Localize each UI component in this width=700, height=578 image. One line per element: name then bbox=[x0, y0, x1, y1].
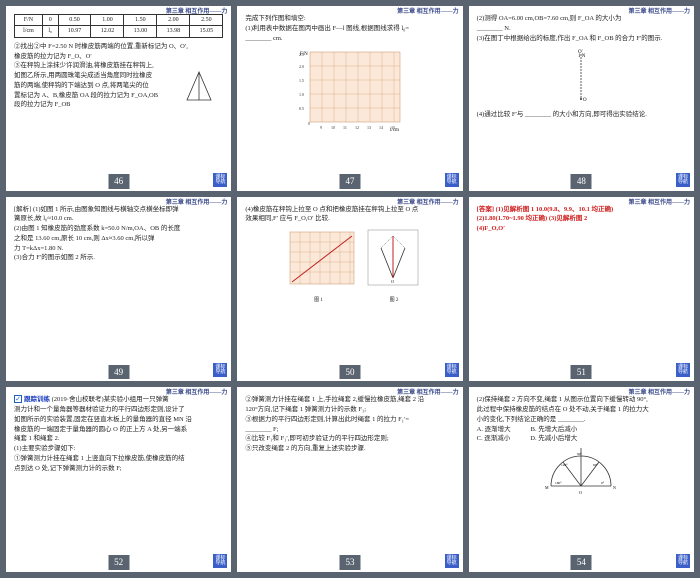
slide-53: 第三章 相互作用——力 ②弹簧测力计挂在绳套 1 上,手拉绳套 2,缓慢拉橡皮筋… bbox=[237, 387, 462, 572]
slide-header: 第三章 相互作用——力 bbox=[166, 389, 228, 397]
body-text: ✓跟踪训练 (2019·舍山校联考)某实验小组用一只弹簧 测力计和一个量角器等器… bbox=[14, 395, 223, 473]
svg-text:O: O bbox=[579, 490, 582, 495]
body-text: ②弹簧测力计挂在绳套 1 上,手拉绳套 2,缓慢拉橡皮筋,绳套 2 沿 120°… bbox=[245, 395, 454, 454]
corner-badge: 课标导航 bbox=[213, 363, 227, 377]
body-text: (2)测得 OA=6.00 cm,OB=7.60 cm,则 F_OA 的大小为 … bbox=[477, 14, 686, 120]
page-number: 49 bbox=[108, 365, 129, 380]
slide-header: 第三章 相互作用——力 bbox=[397, 199, 459, 207]
svg-text:1.5: 1.5 bbox=[299, 78, 304, 83]
svg-text:M: M bbox=[545, 485, 549, 490]
page-number: 46 bbox=[108, 174, 129, 189]
svg-text:13: 13 bbox=[367, 125, 371, 130]
svg-text:12: 12 bbox=[355, 125, 359, 130]
body-text: (2)保持绳套 2 方向不变,绳套 1 从图示位置向下缓慢转动 90°, 此过程… bbox=[477, 395, 686, 444]
svg-text:120°: 120° bbox=[561, 463, 568, 467]
slide-46: 第三章 相互作用——力 F/N00.501.001.502.002.50 l/c… bbox=[6, 6, 231, 191]
page-number: 51 bbox=[571, 365, 592, 380]
corner-badge: 课标导航 bbox=[213, 554, 227, 568]
corner-badge: 课标导航 bbox=[213, 173, 227, 187]
body-text: [解析] (1)如图 1 所示,由图象知图线与横轴交点横坐标即弹 簧原长,故 l… bbox=[14, 205, 223, 264]
svg-text:180°: 180° bbox=[555, 481, 562, 485]
protractor-diagram: M N O 180° 0° 90° 120° 60° bbox=[541, 446, 621, 496]
page-number: 54 bbox=[571, 555, 592, 570]
svg-text:10: 10 bbox=[331, 125, 335, 130]
slide-grid: 第三章 相互作用——力 F/N00.501.001.502.002.50 l/c… bbox=[0, 0, 700, 578]
svg-text:90°: 90° bbox=[577, 452, 583, 456]
corner-badge: 课标导航 bbox=[676, 173, 690, 187]
slide-header: 第三章 相互作用——力 bbox=[628, 199, 690, 207]
svg-text:O: O bbox=[583, 98, 587, 103]
corner-badge: 课标导航 bbox=[445, 363, 459, 377]
data-table: F/N00.501.001.502.002.50 l/cml₀10.9712.0… bbox=[14, 14, 223, 38]
svg-text:N: N bbox=[613, 485, 616, 490]
chart-fig1 bbox=[278, 228, 358, 293]
page-number: 52 bbox=[108, 555, 129, 570]
table-row: l/cml₀10.9712.0213.0013.9815.05 bbox=[15, 26, 223, 37]
diagram-fig2: O bbox=[366, 228, 421, 293]
svg-text:0.5: 0.5 bbox=[299, 106, 304, 111]
svg-text:2.5: 2.5 bbox=[299, 52, 304, 57]
slide-header: 第三章 相互作用——力 bbox=[628, 389, 690, 397]
slide-header: 第三章 相互作用——力 bbox=[628, 8, 690, 16]
slide-header: 第三章 相互作用——力 bbox=[166, 199, 228, 207]
slide-47: 第三章 相互作用——力 完成下列作图和填空: (1)利用表中数据在图丙中画出 F… bbox=[237, 6, 462, 191]
corner-badge: 课标导航 bbox=[676, 554, 690, 568]
slide-50: 第三章 相互作用——力 (4)橡皮筋在秤钩上拉至 O 点和把橡皮筋挂在秤钩上拉至… bbox=[237, 197, 462, 382]
check-icon: ✓ bbox=[14, 395, 22, 403]
slide-header: 第三章 相互作用——力 bbox=[397, 389, 459, 397]
slide-48: 第三章 相互作用——力 (2)测得 OA=6.00 cm,OB=7.60 cm,… bbox=[469, 6, 694, 191]
svg-text:15: 15 bbox=[391, 125, 395, 130]
svg-text:0°: 0° bbox=[601, 481, 605, 485]
svg-text:O′: O′ bbox=[578, 50, 583, 55]
slide-52: 第三章 相互作用——力 ✓跟踪训练 (2019·舍山校联考)某实验小组用一只弹簧… bbox=[6, 387, 231, 572]
slide-51: 第三章 相互作用——力 [答案] (1)见解析图 1 10.0(9.8、9.9、… bbox=[469, 197, 694, 382]
body-text: (4)橡皮筋在秤钩上拉至 O 点和把橡皮筋挂在秤钩上拉至 O 点 效果相同,F′… bbox=[245, 205, 454, 305]
force-diagram: O 1 N O′ bbox=[546, 49, 616, 104]
page-number: 53 bbox=[339, 555, 360, 570]
svg-text:11: 11 bbox=[343, 125, 347, 130]
svg-text:O: O bbox=[391, 279, 394, 284]
svg-text:0: 0 bbox=[308, 121, 310, 126]
corner-badge: 课标导航 bbox=[445, 173, 459, 187]
page-number: 47 bbox=[339, 174, 360, 189]
grid-chart: F/N l/cm 09101112131415 0.51.01.52.02.5 bbox=[295, 47, 405, 137]
svg-text:1.0: 1.0 bbox=[299, 92, 304, 97]
corner-badge: 课标导航 bbox=[676, 363, 690, 377]
svg-text:14: 14 bbox=[379, 125, 383, 130]
svg-text:9: 9 bbox=[320, 125, 322, 130]
slide-header: 第三章 相互作用——力 bbox=[166, 8, 228, 16]
svg-text:2.0: 2.0 bbox=[299, 64, 304, 69]
slide-header: 第三章 相互作用——力 bbox=[397, 8, 459, 16]
svg-text:60°: 60° bbox=[593, 463, 599, 467]
diagram-triangle bbox=[179, 70, 219, 105]
answer-text: [答案] (1)见解析图 1 10.0(9.8、9.9、10.1 均正确) (2… bbox=[477, 205, 686, 234]
slide-54: 第三章 相互作用——力 (2)保持绳套 2 方向不变,绳套 1 从图示位置向下缓… bbox=[469, 387, 694, 572]
body-text: 完成下列作图和填空: (1)利用表中数据在图丙中画出 F—l 图线,根据图线求得… bbox=[245, 14, 454, 43]
page-number: 48 bbox=[571, 174, 592, 189]
page-number: 50 bbox=[339, 365, 360, 380]
slide-49: 第三章 相互作用——力 [解析] (1)如图 1 所示,由图象知图线与横轴交点横… bbox=[6, 197, 231, 382]
corner-badge: 课标导航 bbox=[445, 554, 459, 568]
